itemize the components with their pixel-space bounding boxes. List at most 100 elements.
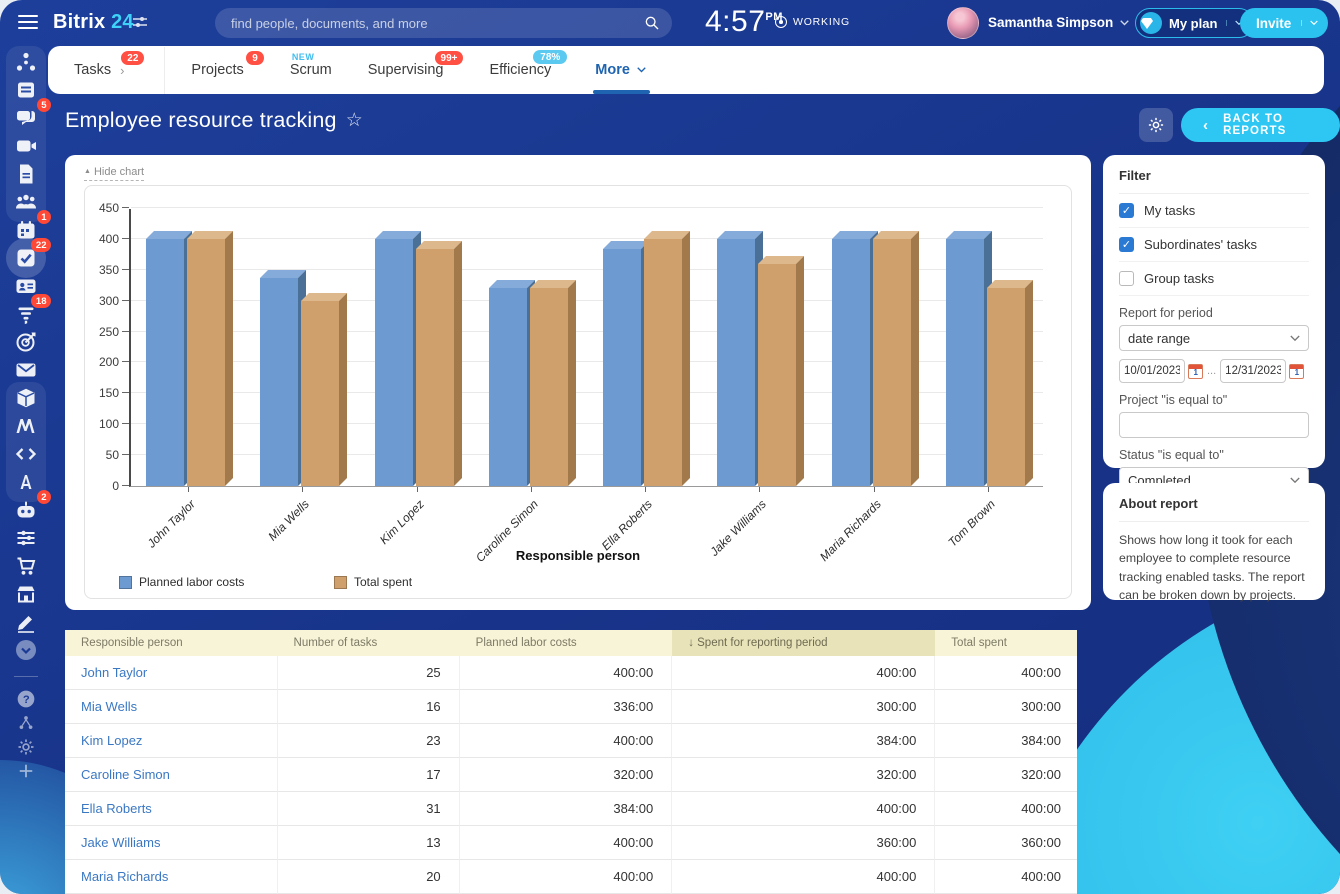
plus-icon[interactable] — [16, 761, 36, 781]
person-link[interactable]: Mia Wells — [81, 699, 137, 714]
column-header-total-spent[interactable]: Total spent — [935, 630, 1077, 656]
share-icon[interactable] — [16, 713, 36, 733]
person-link[interactable]: Ella Roberts — [81, 801, 152, 816]
bar-total-spent — [416, 249, 454, 486]
back-to-reports-button[interactable]: ‹ BACK TO REPORTS — [1181, 108, 1340, 142]
search-input[interactable] — [231, 16, 644, 31]
column-header-number-of-tasks[interactable]: Number of tasks — [278, 630, 460, 656]
table-cell: 400:00 — [935, 792, 1077, 826]
developer-icon[interactable] — [14, 442, 38, 466]
logo-sliders-icon[interactable] — [133, 16, 147, 28]
table-row: Kim Lopez23400:00384:00384:00 — [65, 724, 1077, 758]
mail-icon[interactable] — [14, 358, 38, 382]
chevron-down-icon — [1301, 20, 1318, 26]
filter-checkbox-group-tasks[interactable]: Group tasks — [1119, 262, 1309, 296]
page-title: Employee resource tracking — [65, 108, 337, 133]
video-calls-icon[interactable] — [14, 134, 38, 158]
legend-swatch — [119, 576, 132, 589]
table-cell: 400:00 — [460, 860, 673, 894]
column-header-spent-for-reporting-period[interactable]: ↓ Spent for reporting period — [672, 630, 935, 656]
tab-tasks[interactable]: Tasks22› — [74, 46, 124, 94]
hide-chart-link[interactable]: ▲Hide chart — [84, 166, 144, 181]
column-header-responsible-person[interactable]: Responsible person — [65, 630, 278, 656]
collapse-icon[interactable] — [14, 638, 38, 662]
legend-label: Total spent — [354, 575, 412, 589]
filter-panel: Filter ✓My tasks✓Subordinates' tasksGrou… — [1103, 155, 1325, 468]
messenger-icon[interactable]: 5 — [14, 106, 38, 130]
shopping-cart-icon[interactable] — [14, 554, 38, 578]
table-cell: 400:00 — [672, 656, 935, 690]
favorite-star-icon[interactable]: ☆ — [346, 109, 363, 132]
person-link[interactable]: John Taylor — [81, 665, 147, 680]
settings-sliders-icon[interactable] — [14, 526, 38, 550]
avatar[interactable] — [947, 7, 979, 39]
status-record-icon — [775, 16, 787, 28]
person-link[interactable]: Maria Richards — [81, 869, 168, 884]
bar-planned-labor-costs — [603, 249, 641, 486]
app-logo[interactable]: Bitrix 24 — [53, 11, 134, 34]
project-input[interactable] — [1119, 412, 1309, 438]
menu-icon[interactable] — [18, 15, 38, 33]
bar-total-spent — [530, 288, 568, 486]
copilot-icon[interactable]: 2 — [14, 498, 38, 522]
chart-plot: 050100150200250300350400450John TaylorMi… — [129, 209, 1043, 487]
search-icon[interactable] — [644, 15, 660, 31]
tab-efficiency[interactable]: Efficiency78% — [489, 46, 551, 94]
user-menu[interactable]: Samantha Simpson — [988, 15, 1129, 30]
invite-button[interactable]: Invite — [1240, 8, 1328, 38]
person-link[interactable]: Jake Williams — [81, 835, 160, 850]
checkbox-checked-icon: ✓ — [1119, 237, 1134, 252]
column-header-planned-labor-costs[interactable]: Planned labor costs — [460, 630, 673, 656]
help-icon[interactable]: ? — [16, 689, 36, 709]
tab-more[interactable]: More — [595, 46, 646, 94]
project-label: Project "is equal to" — [1119, 393, 1309, 407]
table-cell: 360:00 — [935, 826, 1077, 860]
tab-supervising[interactable]: Supervising99+ — [368, 46, 444, 94]
period-select[interactable]: date range — [1119, 325, 1309, 351]
calendar-icon[interactable] — [1289, 364, 1304, 379]
legend-item: Total spent — [334, 575, 412, 589]
person-link[interactable]: Caroline Simon — [81, 767, 170, 782]
date-to-input[interactable] — [1220, 359, 1286, 383]
tab-projects[interactable]: Projects9 — [191, 46, 243, 94]
filter-checkbox-subordinates-tasks[interactable]: ✓Subordinates' tasks — [1119, 228, 1309, 262]
table-cell: 320:00 — [935, 758, 1077, 792]
filter-checkbox-my-tasks[interactable]: ✓My tasks — [1119, 194, 1309, 228]
y-tick-label: 250 — [99, 325, 119, 339]
x-tick — [188, 487, 189, 492]
my-plan-button[interactable]: My plan — [1135, 8, 1254, 38]
gear-icon[interactable] — [16, 737, 36, 757]
table-cell: 400:00 — [460, 826, 673, 860]
tab-label: Scrum — [290, 62, 332, 78]
search-bar[interactable] — [215, 8, 672, 38]
date-from-input[interactable] — [1119, 359, 1185, 383]
table-cell: 320:00 — [460, 758, 673, 792]
sales-funnel-icon[interactable]: 18 — [14, 302, 38, 326]
storage-icon[interactable] — [14, 386, 38, 410]
table-cell: Caroline Simon — [65, 758, 278, 792]
chevron-right-icon: › — [120, 63, 124, 78]
report-settings-button[interactable] — [1139, 108, 1173, 142]
table-cell: Ella Roberts — [65, 792, 278, 826]
chevron-left-icon: ‹ — [1203, 117, 1209, 134]
table-cell: 400:00 — [460, 656, 673, 690]
sign-icon[interactable] — [14, 610, 38, 634]
calendar-icon[interactable] — [1188, 364, 1203, 379]
market-icon[interactable] — [14, 414, 38, 438]
table-cell: 400:00 — [935, 860, 1077, 894]
clock[interactable]: 4:57PM — [705, 5, 783, 39]
x-category-label: Tom Brown — [945, 497, 998, 550]
workgroups-icon[interactable] — [14, 190, 38, 214]
tab-scrum[interactable]: ScrumNEW — [290, 46, 332, 94]
newsfeed-icon[interactable] — [14, 78, 38, 102]
documents-icon[interactable] — [14, 162, 38, 186]
online-store-icon[interactable] — [14, 582, 38, 606]
tasks-icon[interactable]: 22 — [14, 246, 38, 270]
network-icon[interactable] — [14, 50, 38, 74]
table-cell: 400:00 — [935, 656, 1077, 690]
person-link[interactable]: Kim Lopez — [81, 733, 142, 748]
x-tick — [759, 487, 760, 492]
goals-icon[interactable] — [14, 330, 38, 354]
automation-icon[interactable] — [14, 470, 38, 494]
working-status[interactable]: WORKING — [775, 16, 850, 28]
